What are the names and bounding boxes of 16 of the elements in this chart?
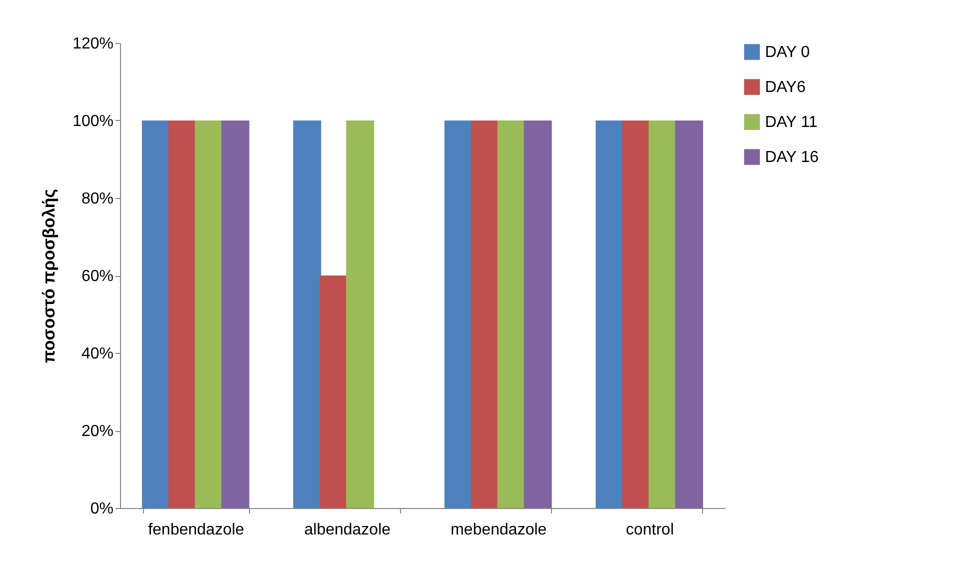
legend-label: DAY 11 (765, 114, 818, 131)
x-tick-label: mebendazole (450, 522, 547, 538)
y-tick-label: 20% (81, 423, 114, 440)
x-tick-label: fenbendazole (148, 522, 244, 538)
x-tick-label: albendazole (304, 522, 391, 538)
y-tick-label: 40% (81, 346, 114, 362)
legend-label: DAY 16 (765, 149, 819, 166)
x-tick-label: control (626, 522, 674, 538)
y-tick-label: 60% (81, 268, 114, 285)
legend-label: DAY6 (765, 79, 806, 96)
y-axis-title: ποσοστό προσβολής (40, 188, 59, 364)
y-tick-label: 120% (72, 36, 114, 52)
y-tick-label: 0% (90, 500, 114, 518)
y-tick-label: 80% (81, 190, 114, 208)
y-tick-label: 100% (72, 113, 114, 130)
legend-label: DAY 0 (765, 44, 810, 61)
